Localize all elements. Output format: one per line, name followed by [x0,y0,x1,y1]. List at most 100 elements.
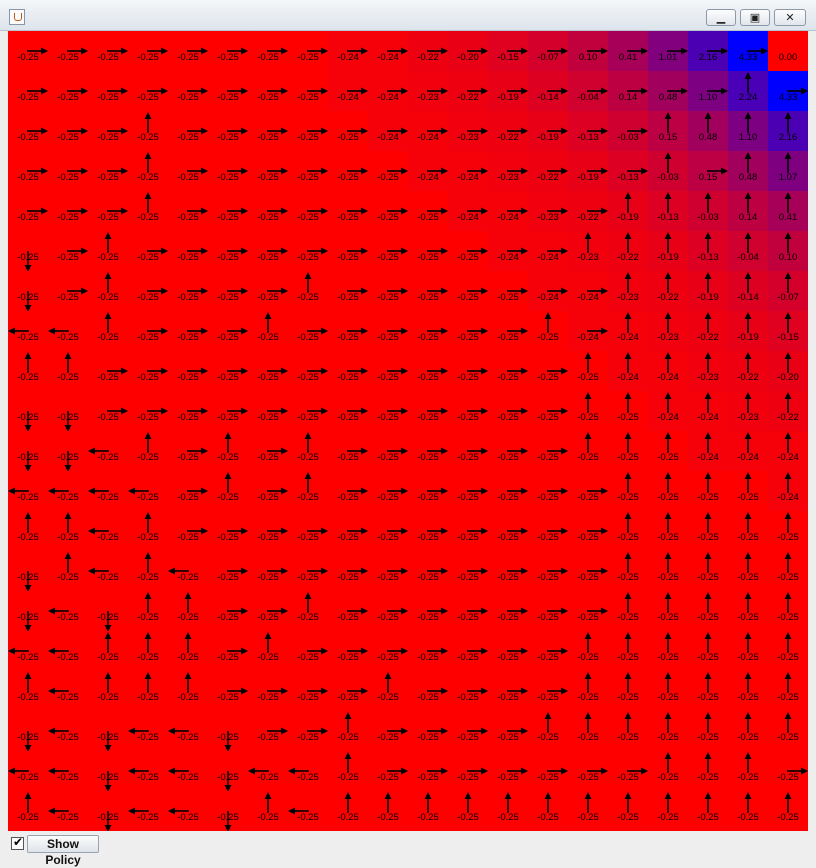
cell-value: -0.25 [657,812,679,823]
arrow-up-icon [664,272,672,293]
arrow-left-icon [48,607,69,615]
arrow-right-icon [467,47,488,55]
grid-cell: -0.25 [608,391,648,431]
cell-value: -0.25 [617,732,639,743]
cell-value: -0.25 [417,732,439,743]
grid-cell: 4.33 [768,71,808,111]
arrow-up-icon [624,712,632,733]
grid-cell: -0.25 [488,511,528,551]
cell-value: -0.25 [137,252,159,263]
close-button[interactable]: ✕ [774,9,806,26]
cell-value: -0.25 [417,812,439,823]
arrow-up-icon [744,72,752,93]
cell-value: -0.25 [57,532,79,543]
grid-cell: 0.41 [768,191,808,231]
grid-cell: -0.25 [648,471,688,511]
arrow-right-icon [307,247,328,255]
grid-cell: -0.25 [568,431,608,471]
grid-cell: -0.25 [88,391,128,431]
cell-value: -0.25 [297,692,319,703]
arrow-right-icon [547,527,568,535]
cell-value: -0.25 [377,652,399,663]
arrow-right-icon [307,567,328,575]
cell-value: -0.25 [497,772,519,783]
grid-cell: -0.19 [608,191,648,231]
cell-value: -0.25 [337,292,359,303]
arrow-right-icon [387,47,408,55]
cell-value: -0.25 [177,212,199,223]
arrow-up-icon [264,312,272,333]
grid-cell: -0.25 [168,791,208,831]
cell-value: -0.25 [137,212,159,223]
grid-cell: -0.25 [168,71,208,111]
maximize-button[interactable]: ▣ [740,9,770,26]
grid-cell: -0.25 [128,791,168,831]
cell-value: -0.25 [257,572,279,583]
cell-value: 0.15 [698,172,718,183]
arrow-up-icon [264,792,272,813]
grid-cell: -0.25 [368,311,408,351]
grid-cell: -0.25 [48,151,88,191]
title-bar[interactable]: ▁ ▣ ✕ [0,0,816,31]
grid-cell: -0.25 [208,471,248,511]
cell-value: -0.25 [377,732,399,743]
grid-cell: -0.25 [448,591,488,631]
grid-cell: -0.25 [208,191,248,231]
grid-cell: -0.25 [688,791,728,831]
grid-cell: -0.25 [48,311,88,351]
arrow-right-icon [507,527,528,535]
cell-value: -0.25 [257,492,279,503]
grid-cell: -0.25 [128,351,168,391]
grid-cell: -0.25 [608,711,648,751]
grid-cell: 0.10 [768,231,808,271]
cell-value: -0.25 [657,452,679,463]
cell-value: -0.23 [577,252,599,263]
grid-cell: -0.25 [288,351,328,391]
grid-cell: -0.25 [248,271,288,311]
cell-value: -0.25 [177,612,199,623]
cell-value: -0.24 [417,172,439,183]
arrow-up-icon [744,352,752,373]
grid-cell: -0.22 [568,191,608,231]
arrow-right-icon [587,567,608,575]
grid-cell: -0.25 [688,471,728,511]
arrow-right-icon [347,367,368,375]
arrow-up-icon [664,552,672,573]
grid-cell: -0.25 [688,711,728,751]
cell-value: -0.19 [537,132,559,143]
arrow-up-icon [544,312,552,333]
grid-cell: -0.25 [88,671,128,711]
arrow-right-icon [227,607,248,615]
cell-value: -0.25 [97,172,119,183]
cell-value: -0.25 [177,772,199,783]
grid-cell: -0.25 [208,511,248,551]
arrow-right-icon [467,607,488,615]
cell-value: -0.25 [337,372,359,383]
cell-value: -0.25 [97,92,119,103]
arrow-up-icon [784,192,792,213]
grid-cell: -0.25 [688,591,728,631]
grid-cell: -0.25 [368,231,408,271]
arrow-right-icon [467,327,488,335]
cell-value: -0.25 [457,452,479,463]
grid-cell: -0.23 [688,351,728,391]
grid-cell: -0.25 [8,391,48,432]
minimize-button[interactable]: ▁ [706,9,736,26]
show-policy-checkbox[interactable]: ✔ [11,835,24,850]
arrow-up-icon [704,592,712,613]
arrow-up-icon [744,472,752,493]
cell-value: -0.25 [537,612,559,623]
cell-value: -0.25 [457,652,479,663]
grid-cell: 0.14 [728,191,768,231]
arrow-up-icon [264,632,272,653]
grid-cell: -0.25 [288,591,328,631]
grid-cell: -0.25 [168,671,208,711]
arrow-right-icon [107,407,128,415]
grid-cell: -0.25 [248,751,288,791]
grid-cell: -0.25 [168,111,208,151]
arrow-right-icon [387,87,408,95]
cell-value: -0.25 [57,172,79,183]
cell-value: -0.25 [377,572,399,583]
show-policy-toggle[interactable]: Show Policy [27,835,99,867]
arrow-right-icon [67,167,88,175]
